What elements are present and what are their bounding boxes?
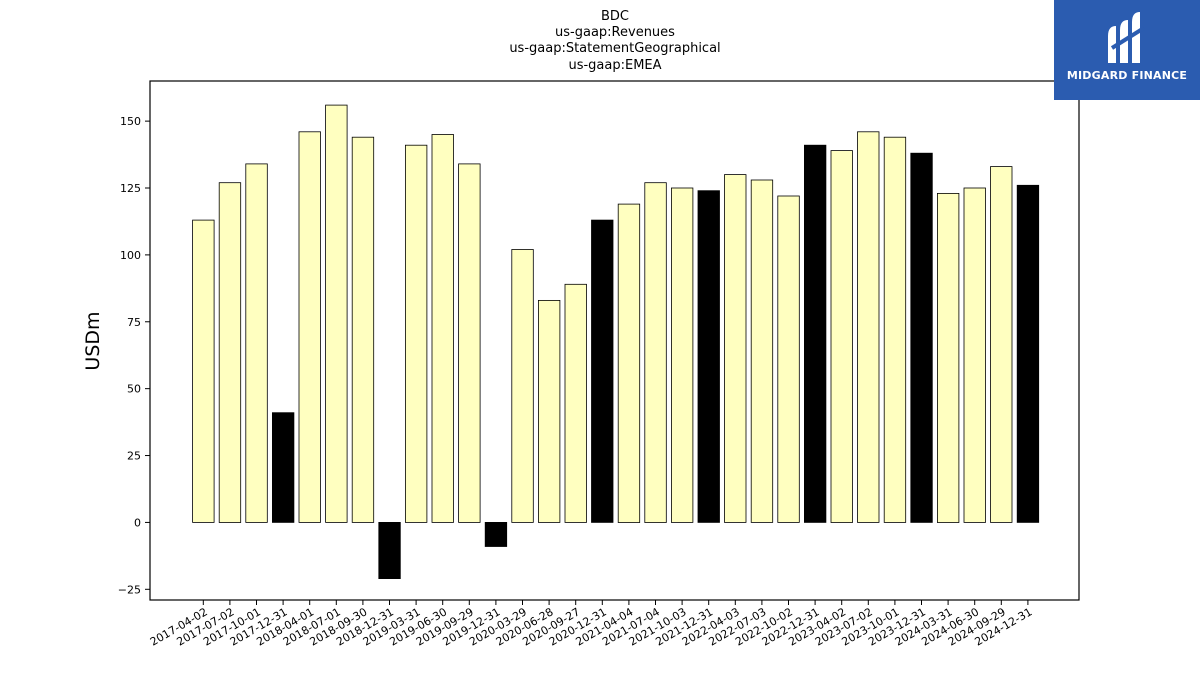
- plot-frame: [149, 80, 1080, 601]
- bar-2024-03-31: [937, 192, 960, 523]
- bar-2023-10-01: [883, 136, 907, 523]
- bar-2018-07-01: [325, 104, 348, 523]
- bar-2020-09-27: [564, 283, 587, 523]
- bar-2022-10-02: [777, 195, 800, 523]
- bar-2020-06-28: [538, 299, 561, 523]
- chart-title-line-1: BDC: [601, 9, 629, 24]
- bars-layer: [192, 104, 1040, 580]
- bar-2021-12-31: [697, 190, 720, 523]
- bar-2020-12-31: [591, 219, 614, 523]
- bar-2017-04-02: [192, 219, 215, 523]
- company-logo: MIDGARD FINANCE: [1054, 0, 1200, 100]
- bar-2017-10-01: [245, 163, 268, 523]
- bar-2021-07-04: [644, 182, 667, 523]
- bar-2018-09-30: [351, 136, 375, 523]
- y-axis: −25 0 25 50 75 100 125 150: [118, 115, 150, 596]
- bar-2023-07-02: [857, 131, 880, 523]
- bar-2017-07-02: [218, 182, 242, 523]
- logo-text: MIDGARD FINANCE: [1066, 69, 1188, 82]
- bar-2020-03-29: [511, 249, 534, 523]
- y-tick-label: 25: [127, 450, 141, 463]
- bar-2017-12-31: [271, 412, 295, 523]
- bar-2024-09-29: [990, 166, 1013, 523]
- bar-2019-03-31: [404, 144, 428, 523]
- chart-title-line-4: us-gaap:EMEA: [568, 58, 661, 73]
- bar-2019-12-31: [484, 522, 508, 547]
- chart-title-line-2: us-gaap:Revenues: [555, 25, 675, 40]
- bar-2021-04-04: [617, 203, 641, 523]
- y-tick-label: 100: [120, 249, 141, 262]
- bar-2023-04-02: [830, 150, 853, 523]
- bar-2019-06-30: [431, 134, 454, 523]
- bar-2024-06-30: [963, 187, 986, 523]
- bar-2024-12-31: [1016, 184, 1040, 523]
- y-tick-label: 125: [120, 182, 141, 195]
- bar-2019-09-29: [458, 163, 481, 523]
- y-tick-label: 50: [127, 383, 141, 396]
- y-tick-label: 75: [127, 316, 141, 329]
- bar-2022-04-03: [724, 174, 747, 523]
- bar-2018-04-01: [298, 131, 321, 523]
- bar-2022-12-31: [804, 144, 827, 523]
- x-axis: 2017-04-022017-07-022017-10-012017-12-31…: [148, 600, 1034, 649]
- logo-mark-icon: [1108, 12, 1146, 63]
- chart-title-line-3: us-gaap:StatementGeographical: [509, 41, 720, 56]
- bar-2018-12-31: [378, 522, 401, 580]
- bar-2022-07-03: [750, 179, 774, 523]
- y-axis-label: USDm: [82, 311, 104, 370]
- bar-2021-10-03: [671, 187, 694, 523]
- bar-2023-12-31: [910, 152, 933, 523]
- y-tick-label: −25: [118, 583, 141, 596]
- y-tick-label: 150: [120, 115, 141, 128]
- y-tick-label: 0: [134, 516, 141, 529]
